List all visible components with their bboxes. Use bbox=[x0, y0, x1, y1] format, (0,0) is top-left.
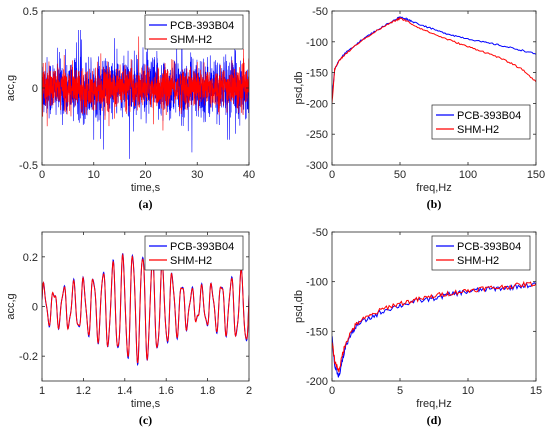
axes-box bbox=[331, 231, 537, 382]
y-tick-label: -200 bbox=[306, 98, 328, 110]
x-tick-label: 1 bbox=[39, 385, 45, 397]
y-tick-label: 0.2 bbox=[23, 252, 38, 264]
x-tick-label: 0 bbox=[329, 385, 335, 397]
panel-caption: (b) bbox=[427, 197, 442, 211]
series-line-pcb bbox=[332, 16, 536, 98]
x-axis-label: freq,Hz bbox=[416, 398, 451, 410]
y-tick-label: -100 bbox=[306, 277, 328, 289]
x-tick-label: 0 bbox=[39, 169, 45, 181]
legend-entry: PCB-393B04 bbox=[170, 241, 234, 253]
y-tick-label: 0.5 bbox=[23, 6, 38, 18]
y-tick-label: -150 bbox=[306, 326, 328, 338]
legend-box bbox=[431, 104, 531, 140]
x-tick-label: 10 bbox=[88, 169, 100, 181]
series-group bbox=[42, 29, 249, 159]
series-line-pcb bbox=[42, 29, 249, 159]
y-tick-label: -0.2 bbox=[19, 351, 38, 363]
x-tick-label: 15 bbox=[530, 385, 542, 397]
y-tick-label: 0 bbox=[32, 83, 38, 95]
legend: PCB-393B04 SHM-H2 bbox=[144, 14, 244, 50]
legend: PCB-393B04 SHM-H2 bbox=[431, 235, 531, 271]
series-line-shm bbox=[42, 252, 249, 364]
x-tick-label: 150 bbox=[527, 169, 545, 181]
legend-entry: SHM-H2 bbox=[457, 124, 499, 136]
series-group bbox=[42, 252, 249, 367]
legend-entry: SHM-H2 bbox=[170, 34, 212, 46]
y-tick-label: -300 bbox=[306, 160, 328, 172]
axes-box bbox=[331, 10, 537, 166]
panel-caption: (d) bbox=[427, 413, 442, 427]
chart-a: 0 10 20 30 40-0.500.5time,sacc,g(a)PCB-393B0… bbox=[5, 6, 255, 211]
series-line-shm bbox=[332, 17, 536, 104]
x-axis-label: time,s bbox=[131, 182, 161, 194]
series-line-shm bbox=[42, 36, 249, 131]
y-tick-label: -50 bbox=[312, 227, 328, 239]
x-tick-label: 1.4 bbox=[117, 385, 132, 397]
y-tick-label: -200 bbox=[306, 376, 328, 388]
x-tick-label: 40 bbox=[243, 169, 255, 181]
x-tick-label: 100 bbox=[459, 169, 477, 181]
x-tick-label: 2 bbox=[246, 385, 252, 397]
x-axis-label: time,s bbox=[131, 398, 161, 410]
legend-box bbox=[144, 14, 244, 50]
y-tick-label: -100 bbox=[306, 37, 328, 49]
legend-box bbox=[431, 235, 531, 271]
legend: PCB-393B04 SHM-H2 bbox=[144, 235, 244, 271]
legend: PCB-393B04 SHM-H2 bbox=[431, 104, 531, 140]
x-tick-label: 1.6 bbox=[159, 385, 174, 397]
x-tick-label: 0 bbox=[329, 169, 335, 181]
legend-entry: PCB-393B04 bbox=[457, 241, 521, 253]
x-tick-label: 1.2 bbox=[76, 385, 91, 397]
legend-entry: SHM-H2 bbox=[457, 255, 499, 267]
legend-entry: PCB-393B04 bbox=[457, 110, 521, 122]
chart-c: 1 1.2 1.4 1.6 1.8 2 -0.2 0 0.2 time,s acc,g (c) PCB-… bbox=[5, 231, 252, 427]
y-tick-label: -0.5 bbox=[19, 160, 38, 172]
y-tick-label: -250 bbox=[306, 129, 328, 141]
series-group bbox=[332, 280, 536, 378]
x-tick-label: 1.8 bbox=[200, 385, 215, 397]
chart-d: 0 5 10 15 -200 -150 -100 -50 freq,Hz psd,db (d) PCB… bbox=[293, 227, 542, 427]
series-group bbox=[332, 16, 536, 104]
y-axis-label: acc,g bbox=[5, 75, 17, 101]
x-axis-label: freq,Hz bbox=[416, 182, 451, 194]
panel-caption: (c) bbox=[139, 413, 152, 427]
series-line-shm bbox=[332, 280, 536, 373]
y-tick-label: -150 bbox=[306, 68, 328, 80]
y-axis-label: psd,db bbox=[293, 290, 305, 323]
y-tick-label: -50 bbox=[312, 6, 328, 18]
x-tick-label: 50 bbox=[394, 169, 406, 181]
x-tick-label: 10 bbox=[462, 385, 474, 397]
legend-entry: SHM-H2 bbox=[170, 255, 212, 267]
panel-caption: (a) bbox=[139, 197, 153, 211]
y-tick-label: 0 bbox=[32, 302, 38, 314]
chart-b: 0 50 100 150 -300 -250 -200 -150 -100 -50 freq,Hz p… bbox=[293, 6, 545, 211]
y-axis-label: acc,g bbox=[5, 293, 17, 319]
x-tick-label: 5 bbox=[397, 385, 403, 397]
legend-entry: PCB-393B04 bbox=[170, 20, 234, 32]
x-tick-label: 20 bbox=[139, 169, 151, 181]
legend-box bbox=[144, 235, 244, 271]
x-tick-label: 30 bbox=[191, 169, 203, 181]
y-axis-label: psd,db bbox=[293, 71, 305, 104]
